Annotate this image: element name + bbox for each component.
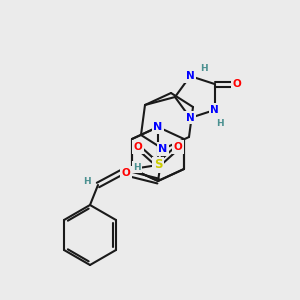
Text: O: O (232, 79, 241, 89)
Text: H: H (83, 178, 91, 187)
Text: N: N (153, 122, 163, 132)
Text: N: N (158, 144, 168, 154)
Text: N: N (210, 105, 219, 115)
Text: N: N (186, 71, 195, 81)
Text: O: O (122, 168, 130, 178)
Text: O: O (174, 142, 182, 152)
Text: N: N (186, 113, 195, 123)
Text: H: H (200, 64, 208, 73)
Text: H: H (133, 163, 141, 172)
Text: H: H (216, 119, 224, 128)
Text: S: S (154, 158, 162, 172)
Text: O: O (134, 142, 142, 152)
